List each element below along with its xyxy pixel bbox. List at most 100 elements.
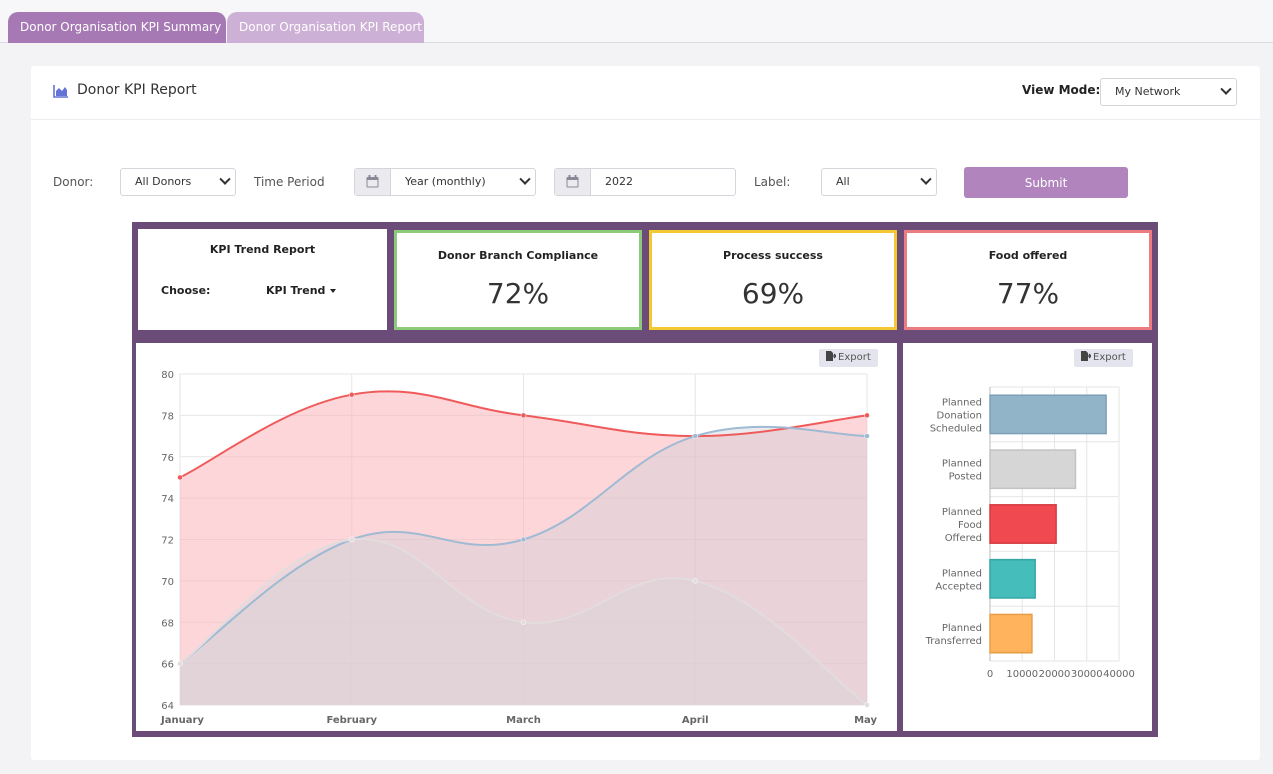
card-header: Donor KPI Report View Mode: My Network (31, 66, 1260, 120)
trend-chart-panel: Export 64 66 68 70 72 74 76 78 80 January February… (136, 343, 897, 731)
planned-bar-chart: 0 10000 20000 30000 40000 Planned Donation Sche… (925, 386, 1135, 680)
kpi-trend-value: KPI Trend (266, 284, 326, 297)
view-mode-label: View Mode: (1022, 83, 1101, 97)
category-label: Scheduled (930, 423, 982, 434)
data-point (864, 433, 870, 439)
bar (989, 613, 1033, 654)
data-point (520, 536, 527, 543)
donor-select[interactable]: All Donors (120, 168, 236, 196)
x-tick-label: February (326, 715, 377, 726)
data-point (692, 433, 698, 439)
data-point (864, 702, 870, 708)
data-point (864, 412, 870, 419)
x-tick-label: 30000 (1071, 669, 1103, 680)
y-tick-label: 68 (161, 618, 174, 629)
page-title: Donor KPI Report (77, 82, 197, 98)
kpi-card-food-offered: Food offered 77% (904, 230, 1152, 330)
view-mode-value: My Network (1115, 85, 1181, 98)
category-label: Posted (949, 472, 982, 483)
data-point (177, 660, 183, 667)
export-label: Export (1093, 352, 1126, 363)
series-area (180, 426, 867, 705)
x-tick-label: 20000 (1039, 669, 1071, 680)
tab-kpi-report[interactable]: Donor Organisation KPI Report (227, 12, 424, 43)
x-tick-label: May (854, 715, 877, 726)
bar (989, 394, 1107, 435)
category-label: Offered (945, 533, 982, 544)
series-area (180, 391, 867, 705)
y-tick-label: 76 (161, 453, 174, 464)
y-tick-label: 80 (161, 370, 174, 381)
bar (989, 558, 1036, 599)
kpi-trend-dropdown[interactable]: KPI Trend (266, 284, 337, 297)
choose-label: Choose: (161, 284, 211, 297)
view-mode-select[interactable]: My Network (1100, 78, 1237, 106)
bar (989, 504, 1057, 544)
y-tick-label: 70 (161, 577, 174, 588)
chevron-down-icon (1220, 83, 1232, 95)
kpi-dashboard: KPI Trend Report Choose: KPI Trend Donor… (132, 222, 1158, 737)
tab-bar: Donor Organisation KPI Summary Donor Org… (0, 0, 1273, 43)
kpi-card-title: Process success (723, 249, 823, 262)
year-input[interactable]: 2022 (554, 168, 736, 196)
calendar-icon (555, 169, 591, 195)
label-label: Label: (754, 175, 791, 189)
data-point (177, 474, 183, 481)
kpi-trend-title: KPI Trend Report (209, 243, 316, 256)
series-area (180, 538, 867, 705)
y-tick-label: 64 (161, 701, 174, 712)
kpi-card-value: 72% (486, 277, 550, 310)
data-point (349, 391, 355, 398)
y-tick-label: 66 (161, 660, 174, 671)
kpi-card-compliance: Donor Branch Compliance 72% (394, 230, 642, 330)
donor-label: Donor: (53, 175, 94, 189)
category-label: Planned (942, 507, 982, 518)
data-point (520, 412, 527, 419)
x-tick-label: 0 (987, 669, 993, 680)
export-button[interactable]: Export (1074, 349, 1133, 367)
kpi-card-process-success: Process success 69% (649, 230, 897, 330)
time-period-value: Year (monthly) (405, 175, 486, 188)
time-period-select[interactable]: Year (monthly) (354, 168, 536, 196)
kpi-card-value: 69% (741, 277, 805, 310)
export-button[interactable]: Export (819, 349, 878, 367)
label-value: All (836, 175, 850, 188)
caret-down-icon (330, 289, 337, 293)
data-point (349, 536, 355, 543)
chevron-down-icon (219, 173, 231, 185)
category-label: Accepted (935, 581, 982, 592)
y-tick-label: 78 (161, 411, 174, 422)
x-tick-label: 40000 (1103, 669, 1135, 680)
report-card: Donor KPI Report View Mode: My Network D… (31, 66, 1260, 760)
chevron-down-icon (519, 173, 531, 185)
category-label: Food (958, 520, 982, 531)
area-chart-icon (53, 85, 68, 98)
chevron-down-icon (920, 173, 932, 185)
category-label: Planned (942, 623, 982, 634)
data-point (520, 619, 527, 625)
year-value: 2022 (605, 175, 633, 188)
kpi-card-title: Donor Branch Compliance (437, 249, 599, 262)
category-label: Planned (942, 397, 982, 408)
donor-value: All Donors (135, 175, 192, 188)
planned-bar-panel: Export 0 10000 20000 30000 40000 Planned Donat… (903, 343, 1152, 731)
label-select[interactable]: All (821, 168, 937, 196)
tab-kpi-summary[interactable]: Donor Organisation KPI Summary (8, 12, 226, 43)
x-tick-label: January (160, 715, 204, 726)
export-label: Export (838, 352, 871, 363)
kpi-card-value: 77% (996, 277, 1060, 310)
category-label: Planned (942, 568, 982, 579)
submit-button[interactable]: Submit (964, 167, 1128, 198)
calendar-icon (355, 169, 391, 195)
time-period-label: Time Period (254, 175, 325, 189)
kpi-trend-box: KPI Trend Report Choose: KPI Trend (138, 229, 387, 330)
category-label: Transferred (925, 636, 982, 647)
category-label: Planned (942, 459, 982, 470)
y-tick-label: 72 (161, 536, 174, 547)
y-tick-label: 74 (161, 494, 174, 505)
kpi-card-title: Food offered (988, 249, 1068, 262)
x-tick-label: 10000 (1006, 669, 1038, 680)
kpi-trend-line-chart: 64 66 68 70 72 74 76 78 80 January February March Ap… (160, 370, 877, 726)
x-tick-label: March (506, 715, 541, 726)
category-label: Donation (937, 410, 982, 421)
